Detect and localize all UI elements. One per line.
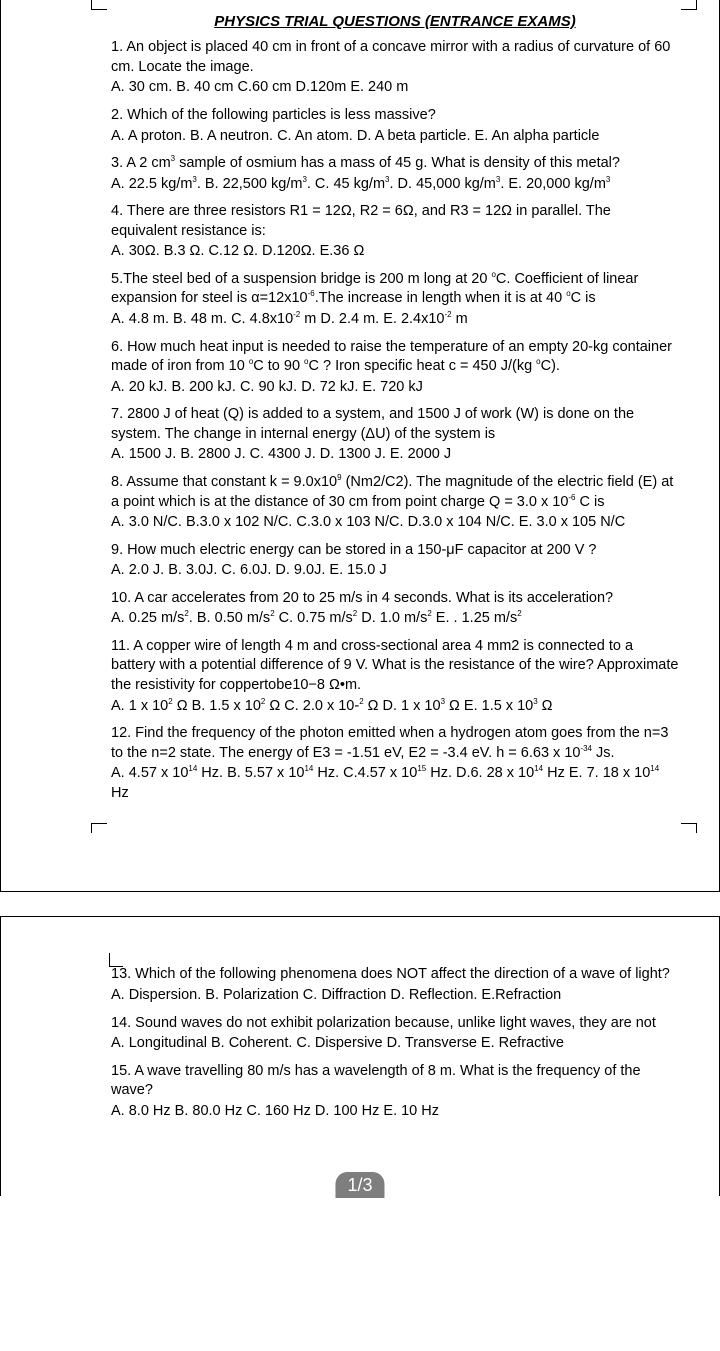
question-answers: A. Dispersion. B. Polarization C. Diffra… [111,986,679,1006]
question-text: 13. Which of the following phenomena doe… [111,965,679,985]
question-4: 4. There are three resistors R1 = 12Ω, R… [111,202,679,262]
question-answers: A. A proton. B. A neutron. C. An atom. D… [111,127,679,147]
question-text: 4. There are three resistors R1 = 12Ω, R… [111,202,679,241]
question-answers: A. 30 cm. B. 40 cm C.60 cm D.120m E. 240… [111,78,679,98]
question-text: 5.The steel bed of a suspension bridge i… [111,270,679,309]
question-answers: A. 8.0 Hz B. 80.0 Hz C. 160 Hz D. 100 Hz… [111,1102,679,1122]
question-answers: A. 22.5 kg/m3. B. 22,500 kg/m3. C. 45 kg… [111,175,679,195]
question-text: 6. How much heat input is needed to rais… [111,338,679,377]
question-text: 3. A 2 cm3 sample of osmium has a mass o… [111,154,679,174]
page-1: PHYSICS TRIAL QUESTIONS (ENTRANCE EXAMS)… [0,0,720,892]
question-text: 2. Which of the following particles is l… [111,106,679,126]
question-1: 1. An object is placed 40 cm in front of… [111,38,679,98]
question-11: 11. A copper wire of length 4 m and cros… [111,637,679,716]
question-text: 15. A wave travelling 80 m/s has a wavel… [111,1062,679,1101]
question-text: 1. An object is placed 40 cm in front of… [111,38,679,77]
document-title: PHYSICS TRIAL QUESTIONS (ENTRANCE EXAMS) [111,12,679,32]
question-answers: A. 1 x 102 Ω B. 1.5 x 102 Ω C. 2.0 x 10-… [111,697,679,717]
question-answers: A. 2.0 J. B. 3.0J. C. 6.0J. D. 9.0J. E. … [111,561,679,581]
crop-mark [109,953,123,967]
question-10: 10. A car accelerates from 20 to 25 m/s … [111,589,679,629]
question-text: 10. A car accelerates from 20 to 25 m/s … [111,589,679,609]
question-text: 8. Assume that constant k = 9.0x109 (Nm2… [111,473,679,512]
question-answers: A. 4.8 m. B. 48 m. C. 4.8x10-2 m D. 2.4 … [111,310,679,330]
question-text: 9. How much electric energy can be store… [111,541,679,561]
question-text: 12. Find the frequency of the photon emi… [111,724,679,763]
question-answers: A. 4.57 x 1014 Hz. B. 5.57 x 1014 Hz. C.… [111,764,679,803]
question-2: 2. Which of the following particles is l… [111,106,679,146]
crop-mark [91,0,107,10]
question-answers: A. 30Ω. B.3 Ω. C.12 Ω. D.120Ω. E.36 Ω [111,242,679,262]
crop-mark [681,0,697,10]
question-answers: A. 1500 J. B. 2800 J. C. 4300 J. D. 1300… [111,445,679,465]
question-text: 7. 2800 J of heat (Q) is added to a syst… [111,405,679,444]
question-8: 8. Assume that constant k = 9.0x109 (Nm2… [111,473,679,533]
question-14: 14. Sound waves do not exhibit polarizat… [111,1014,679,1054]
question-answers: A. 0.25 m/s2. B. 0.50 m/s2 C. 0.75 m/s2 … [111,609,679,629]
question-answers: A. 20 kJ. B. 200 kJ. C. 90 kJ. D. 72 kJ.… [111,378,679,398]
question-12: 12. Find the frequency of the photon emi… [111,724,679,803]
question-text: 14. Sound waves do not exhibit polarizat… [111,1014,679,1034]
question-text: 11. A copper wire of length 4 m and cros… [111,637,679,696]
question-15: 15. A wave travelling 80 m/s has a wavel… [111,1062,679,1122]
crop-mark [681,823,697,833]
question-6: 6. How much heat input is needed to rais… [111,338,679,398]
question-7: 7. 2800 J of heat (Q) is added to a syst… [111,405,679,465]
question-5: 5.The steel bed of a suspension bridge i… [111,270,679,330]
page-2: 13. Which of the following phenomena doe… [0,916,720,1196]
question-13: 13. Which of the following phenomena doe… [111,965,679,1005]
question-3: 3. A 2 cm3 sample of osmium has a mass o… [111,154,679,194]
question-answers: A. Longitudinal B. Coherent. C. Dispersi… [111,1034,679,1054]
question-9: 9. How much electric energy can be store… [111,541,679,581]
page-indicator: 1/3 [335,1172,384,1198]
question-answers: A. 3.0 N/C. B.3.0 x 102 N/C. C.3.0 x 103… [111,513,679,533]
crop-mark [91,823,107,833]
